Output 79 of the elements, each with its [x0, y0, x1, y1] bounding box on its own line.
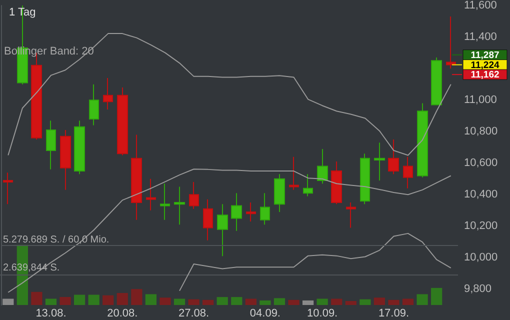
candlestick: [317, 148, 328, 184]
bar: [202, 300, 214, 305]
candlestick: [89, 84, 99, 126]
bar: [145, 294, 157, 305]
bar: [331, 298, 342, 305]
bar: [231, 297, 242, 305]
candlestick: [146, 178, 156, 211]
candlestick: [74, 120, 85, 175]
candlestick: [260, 192, 270, 226]
candlestick: [46, 120, 56, 170]
candlestick: [446, 16, 456, 70]
ref-line-label: 11,224: [470, 60, 500, 71]
candlestick: [431, 57, 442, 106]
bar: [288, 300, 300, 305]
bar: [74, 294, 86, 305]
y-tick-label: 10,600: [464, 157, 498, 170]
bar: [160, 298, 171, 305]
bar: [45, 298, 57, 305]
candlestick: [160, 183, 170, 220]
candlestick: [346, 202, 356, 228]
y-tick-label: 10,800: [464, 126, 498, 138]
ref-line-label: 11,162: [470, 70, 500, 81]
x-tick-label: 10.09.: [307, 308, 338, 320]
x-tick-label: 27.08.: [178, 308, 210, 320]
line-series: [179, 232, 452, 292]
bar: [360, 299, 371, 305]
candlestick: [331, 161, 342, 205]
candlestick: [231, 192, 242, 232]
y-tick-label: 9,800: [464, 283, 492, 296]
candlestick: [246, 202, 256, 222]
candlestick: [303, 174, 313, 197]
candlestick: [203, 198, 213, 241]
candlestick: [189, 182, 199, 210]
y-tick-label: 10,000: [464, 252, 498, 264]
x-tick-label: 13.08.: [36, 308, 66, 320]
bar: [216, 297, 228, 305]
bar: [174, 298, 186, 305]
bar: [402, 298, 414, 305]
bar: [374, 298, 386, 305]
bar: [88, 294, 100, 305]
bar: [274, 298, 286, 305]
x-tick-label: 17.09.: [378, 308, 410, 320]
bar: [2, 298, 14, 305]
x-tick-label: 20.08.: [107, 308, 138, 320]
ref-line-label: 11,287: [470, 50, 500, 61]
y-tick-label: 11,000: [464, 94, 497, 106]
x-tick-label: 04.09.: [250, 308, 280, 320]
candlestick: [174, 186, 185, 226]
bar: [102, 295, 114, 305]
bar: [116, 293, 128, 305]
bar: [416, 294, 428, 305]
bar: [60, 297, 71, 305]
y-tick-label: 10,400: [464, 188, 498, 201]
candlestick: [274, 174, 285, 212]
candlestick: [3, 172, 13, 205]
y-tick-label: 11,400: [464, 31, 497, 44]
candlestick: [131, 134, 142, 220]
bar: [388, 300, 400, 305]
bar: [345, 301, 356, 305]
bar: [316, 298, 328, 305]
candlestick: [60, 130, 71, 190]
bar: [260, 300, 271, 305]
y-tick-label: 10,200: [464, 220, 498, 232]
candlestick: [117, 86, 128, 156]
candlestick: [217, 204, 228, 257]
candlestick: [374, 142, 385, 181]
candlestick: [417, 102, 428, 178]
bar: [31, 292, 42, 305]
bar: [302, 300, 314, 305]
candlestick: [289, 156, 299, 190]
candlestick: [403, 156, 413, 189]
y-tick-label: 11,600: [464, 0, 497, 12]
candlestick: [388, 138, 399, 175]
bar: [431, 288, 442, 305]
bar: [245, 298, 256, 305]
bar: [131, 289, 142, 305]
candlestick: [360, 153, 370, 205]
bar: [188, 299, 200, 305]
candlestick: [103, 78, 113, 110]
